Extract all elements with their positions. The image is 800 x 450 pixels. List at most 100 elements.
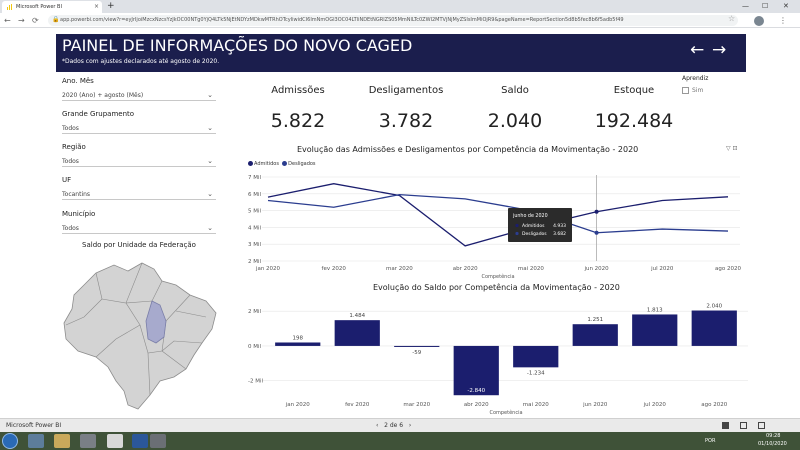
- tab-close-icon[interactable]: ×: [94, 3, 100, 10]
- bar-chart-x-tick: abr 2020: [464, 402, 489, 408]
- taskbar-word-icon[interactable]: [132, 434, 148, 448]
- tooltip-dot: [515, 231, 519, 236]
- slicer-value: 2020 (Ano) + agosto (Mês): [62, 92, 144, 99]
- legend-label-desligados: Desligados: [288, 161, 316, 167]
- legend-dot-admitidos: [248, 161, 253, 166]
- slicer-uf[interactable]: Tocantins ⌄: [62, 189, 216, 200]
- tooltip-dot: [515, 223, 519, 228]
- line-chart-y-tick: 6 Mil: [248, 192, 262, 198]
- line-point-admitidos: [594, 209, 599, 214]
- tab-title: Microsoft Power BI: [16, 4, 62, 10]
- line-chart-x-tick: mai 2020: [518, 266, 545, 272]
- map-title: Saldo por Unidade da Federação: [82, 241, 196, 249]
- bar-jul-2020: [632, 314, 678, 346]
- taskbar-app2-icon[interactable]: [150, 434, 166, 448]
- maximize-button[interactable]: ☐: [762, 2, 769, 10]
- share-icon[interactable]: [722, 422, 729, 429]
- minimize-button[interactable]: —: [742, 2, 749, 10]
- bookmark-star-icon[interactable]: ☆: [728, 14, 736, 23]
- line-chart-y-tick: 7 Mil: [248, 175, 262, 181]
- bar-chart-x-tick: fev 2020: [345, 402, 370, 408]
- forward-button[interactable]: →: [18, 16, 25, 25]
- fullscreen-icon[interactable]: [740, 422, 747, 429]
- line-chart-y-tick: 5 Mil: [248, 209, 262, 215]
- slicer-label-ano-mes: Ano. Mês: [62, 77, 94, 85]
- start-button[interactable]: [2, 433, 18, 449]
- kpi-label-saldo: Saldo: [501, 85, 529, 96]
- back-button[interactable]: ←: [4, 16, 11, 25]
- tooltip-series-label: Admitidos: [522, 223, 545, 229]
- fit-page-icon[interactable]: [758, 422, 765, 429]
- kpi-value-admissoes: 5.822: [270, 110, 326, 132]
- bar-chart-y-tick: 2 Mil: [248, 309, 262, 315]
- bar-chart-x-tick: mar 2020: [403, 402, 430, 408]
- slicer-ano-mes[interactable]: 2020 (Ano) + agosto (Mês) ⌄: [62, 90, 216, 101]
- bar-data-label: 198: [293, 335, 304, 341]
- bar-data-label: -1.234: [527, 370, 545, 376]
- bar-chart-x-tick: jun 2020: [582, 402, 608, 408]
- account-avatar[interactable]: [754, 16, 764, 26]
- slicer-label-uf: UF: [62, 176, 72, 184]
- prev-page-button[interactable]: ‹: [376, 422, 379, 429]
- bar-data-label: -59: [412, 350, 421, 356]
- chevron-down-icon: ⌄: [207, 91, 213, 99]
- reload-button[interactable]: ⟳: [32, 16, 39, 25]
- bar-chart-y-tick: -2 Mil: [248, 379, 264, 385]
- slicer-regiao[interactable]: Todos ⌄: [62, 156, 216, 167]
- slicer-label-grande-grupamento: Grande Grupamento: [62, 110, 135, 118]
- taskbar-media-icon[interactable]: [80, 434, 96, 448]
- slicer-municipio[interactable]: Todos ⌄: [62, 223, 216, 234]
- bar-abr-2020: [453, 345, 499, 396]
- brazil-map[interactable]: [56, 255, 226, 415]
- slicer-label-municipio: Município: [62, 210, 96, 218]
- bar-chart-x-tick: ago 2020: [701, 402, 727, 408]
- slicer-grande-grupamento[interactable]: Todos ⌄: [62, 123, 216, 134]
- new-tab-button[interactable]: +: [107, 1, 115, 11]
- browser-menu-icon[interactable]: ⋮: [779, 16, 787, 25]
- tray-language[interactable]: POR: [705, 438, 716, 444]
- url-field[interactable]: app.powerbi.com/view?r=eyJrIjoiMzcxNzcsY…: [48, 15, 738, 26]
- taskbar-app-icon[interactable]: [28, 434, 44, 448]
- tooltip-series-value: 3.682: [553, 231, 566, 237]
- browser-tab[interactable]: Microsoft Power BI ×: [2, 1, 102, 13]
- bar-jan-2020: [275, 342, 321, 346]
- chart-toolbar-icons[interactable]: ▽ ⊡: [726, 145, 738, 152]
- chevron-down-icon: ⌄: [207, 190, 213, 198]
- bar-fev-2020: [334, 320, 380, 346]
- legend-dot-desligados: [282, 161, 288, 166]
- tray-time[interactable]: 09:28: [766, 433, 781, 439]
- kpi-label-desligamentos: Desligamentos: [368, 85, 444, 96]
- taskbar-folder-icon[interactable]: [54, 434, 70, 448]
- bar-data-label: -2.840: [467, 388, 485, 394]
- next-page-button[interactable]: ›: [408, 422, 412, 429]
- bar-chart-title: Evolução do Saldo por Competência da Mov…: [373, 283, 620, 292]
- aprendiz-label: Aprendiz: [682, 75, 709, 82]
- slicer-label-regiao: Região: [62, 143, 86, 151]
- bar-mar-2020: [394, 345, 440, 347]
- bar-chart-x-tick: jul 2020: [643, 402, 667, 408]
- prev-page-arrow-icon[interactable]: ←: [690, 40, 705, 60]
- kpi-label-estoque: Estoque: [613, 85, 655, 96]
- taskbar-chrome-icon[interactable]: [107, 434, 123, 448]
- os-taskbar: POR 09:28 01/10/2020: [0, 432, 800, 450]
- aprendiz-option[interactable]: Sim: [682, 87, 703, 94]
- bar-mai-2020: [513, 345, 559, 368]
- line-chart-x-tick: fev 2020: [322, 266, 347, 272]
- brazil-map-shape[interactable]: [63, 262, 217, 410]
- bar-chart-x-tick: mai 2020: [523, 402, 550, 408]
- next-page-arrow-icon[interactable]: →: [712, 40, 727, 60]
- close-window-button[interactable]: ✕: [783, 2, 789, 10]
- browser-tabbar: Microsoft Power BI × + — ☐ ✕: [0, 0, 800, 13]
- slicer-value: Todos: [62, 158, 79, 165]
- bar-data-label: 1.813: [647, 307, 663, 313]
- tray-date[interactable]: 01/10/2020: [758, 441, 787, 447]
- bar-chart-x-axis-label: Competência: [489, 409, 522, 416]
- chevron-down-icon: ⌄: [207, 224, 213, 232]
- chevron-down-icon: ⌄: [207, 157, 213, 165]
- aprendiz-checkbox[interactable]: [682, 87, 689, 94]
- bar-data-label: 1.251: [587, 317, 603, 323]
- map-state-tocantins[interactable]: [145, 300, 167, 344]
- slicer-value: Todos: [62, 125, 79, 132]
